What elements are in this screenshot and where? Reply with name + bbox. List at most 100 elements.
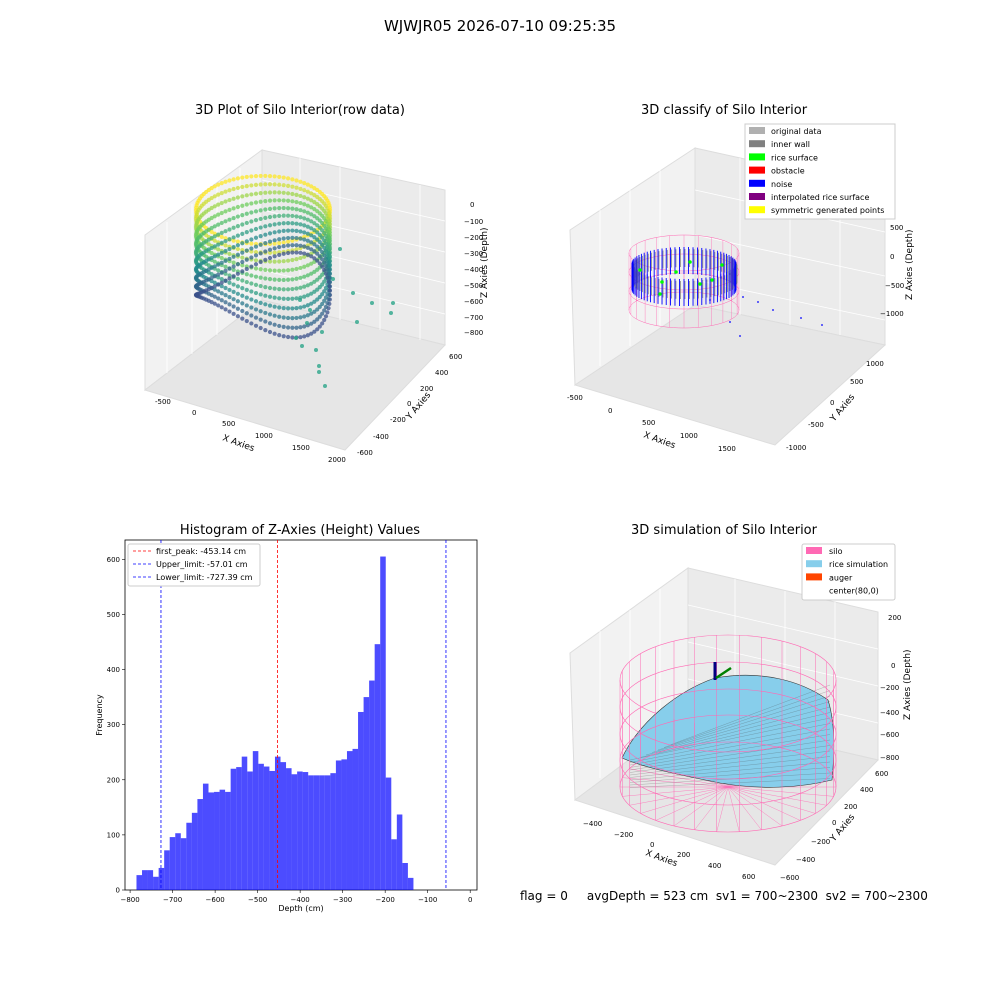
raw-point bbox=[285, 235, 291, 241]
raw-point bbox=[272, 190, 277, 195]
raw-point bbox=[272, 241, 277, 246]
sim-ztick: −600 bbox=[880, 731, 899, 739]
raw-ytick: -600 bbox=[357, 449, 373, 457]
raw-point bbox=[240, 175, 245, 180]
raw-plot-title: 3D Plot of Silo Interior(row data) bbox=[195, 103, 405, 118]
raw-point bbox=[305, 189, 310, 194]
raw-point bbox=[277, 240, 282, 246]
raw-point bbox=[240, 212, 245, 218]
raw-point bbox=[209, 235, 214, 241]
raw-point bbox=[312, 299, 317, 304]
raw-point bbox=[277, 323, 282, 329]
raw-point bbox=[267, 285, 273, 291]
raw-point bbox=[223, 209, 228, 214]
raw-point bbox=[227, 227, 232, 232]
histogram-ytick-label: 300 bbox=[107, 721, 120, 729]
sim-mesh-line bbox=[629, 723, 831, 763]
raw-point bbox=[231, 196, 236, 201]
raw-point bbox=[294, 296, 299, 301]
raw-point bbox=[227, 276, 232, 281]
raw-point bbox=[244, 311, 249, 316]
raw-point bbox=[317, 304, 322, 309]
raw-point bbox=[267, 206, 273, 211]
raw-point bbox=[240, 293, 245, 298]
raw-point bbox=[219, 200, 224, 206]
histogram-bar bbox=[274, 756, 281, 890]
raw-point bbox=[223, 238, 228, 244]
raw-point bbox=[253, 323, 259, 328]
raw-point bbox=[267, 268, 273, 273]
raw-point bbox=[209, 265, 214, 270]
raw-point bbox=[305, 245, 310, 250]
histogram-bar bbox=[308, 775, 314, 890]
raw-point bbox=[249, 264, 254, 269]
raw-point bbox=[317, 370, 321, 374]
raw-point bbox=[338, 247, 342, 251]
raw-point bbox=[240, 241, 245, 246]
raw-point bbox=[209, 255, 214, 261]
raw-point bbox=[267, 294, 273, 299]
raw-point bbox=[327, 238, 332, 243]
raw-point bbox=[212, 238, 217, 243]
raw-point bbox=[219, 190, 224, 196]
raw-point bbox=[253, 226, 259, 232]
raw-point bbox=[290, 286, 295, 292]
histogram-ytick-label: 0 bbox=[116, 887, 120, 895]
raw-point bbox=[235, 262, 241, 267]
raw-point bbox=[285, 287, 291, 292]
raw-ytick: -400 bbox=[373, 433, 389, 441]
raw-point bbox=[253, 250, 259, 255]
sim-mesh-line bbox=[629, 778, 831, 788]
raw-point bbox=[223, 219, 228, 224]
raw-point bbox=[294, 243, 299, 248]
raw-point bbox=[322, 298, 327, 303]
histogram-title: Histogram of Z-Axies (Height) Values bbox=[179, 523, 421, 538]
raw-point bbox=[227, 246, 232, 252]
raw-point bbox=[212, 224, 217, 229]
raw-point bbox=[244, 279, 249, 285]
raw-point bbox=[240, 278, 245, 283]
histogram-bar bbox=[175, 833, 181, 890]
sim-xtick: 600 bbox=[742, 873, 755, 881]
raw-point bbox=[272, 246, 277, 251]
raw-point bbox=[272, 254, 277, 259]
histogram-bar bbox=[169, 837, 176, 890]
histogram-bar bbox=[402, 862, 408, 890]
raw-point bbox=[212, 301, 217, 306]
raw-point bbox=[235, 314, 241, 319]
auger-arrow bbox=[715, 666, 732, 680]
raw-point bbox=[331, 277, 335, 281]
raw-point bbox=[305, 224, 310, 229]
raw-point bbox=[258, 242, 263, 247]
raw-point bbox=[231, 206, 236, 211]
histogram-bar bbox=[202, 783, 209, 890]
raw-point bbox=[305, 210, 310, 215]
classify-rice-point bbox=[674, 270, 678, 274]
raw-point bbox=[322, 260, 327, 265]
raw-point bbox=[294, 276, 299, 281]
sim-mesh-line bbox=[629, 767, 831, 783]
raw-point bbox=[231, 177, 236, 182]
classify-rice-point bbox=[658, 292, 662, 296]
raw-point bbox=[216, 272, 221, 277]
raw-point bbox=[294, 207, 299, 212]
raw-point bbox=[235, 246, 241, 252]
raw-point bbox=[302, 324, 307, 329]
raw-point bbox=[267, 250, 273, 255]
raw-point bbox=[223, 307, 228, 312]
raw-point bbox=[216, 212, 221, 217]
classify-xtick: 1000 bbox=[680, 432, 698, 440]
classify-noise-point bbox=[757, 301, 759, 303]
raw-ztick: −700 bbox=[464, 314, 483, 322]
classify-rice-point bbox=[638, 268, 642, 272]
classify-plot-title: 3D classify of Silo Interior bbox=[640, 103, 808, 118]
histogram-bar bbox=[142, 870, 148, 890]
raw-point bbox=[305, 303, 310, 308]
raw-point bbox=[209, 225, 214, 231]
raw-xtick: 2000 bbox=[328, 456, 346, 464]
raw-point bbox=[327, 251, 332, 256]
raw-point bbox=[223, 199, 228, 204]
raw-point bbox=[216, 282, 221, 287]
raw-ytick: 600 bbox=[449, 353, 462, 361]
raw-point bbox=[244, 174, 249, 180]
